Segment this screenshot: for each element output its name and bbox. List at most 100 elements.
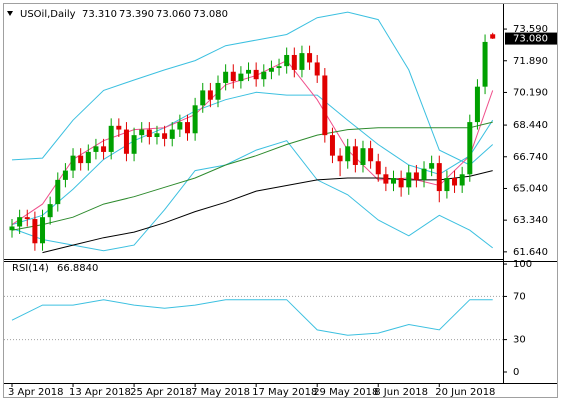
indicator-line [11,11,494,166]
y-tick-label: 70 [513,291,526,302]
indicator-line [11,140,494,252]
candle-body [17,217,23,227]
candle-body [184,122,190,134]
y-tick-label: 100 [513,259,532,270]
header-value: 73.060 [156,9,191,20]
candle-body [238,73,244,82]
candle-body [291,54,297,70]
candle-body [78,155,84,164]
last-price-box [505,32,557,45]
header-value: 73.310 [82,9,117,20]
candle-body [139,129,145,136]
candle-body [276,66,282,69]
candle-body [368,148,374,162]
candle-body [123,129,129,154]
candle-body [93,146,99,152]
candle-body [154,133,160,138]
y-tick-label: 61.640 [513,247,548,258]
candle-body [9,226,15,231]
candle-body [307,53,313,63]
candle-body [207,90,213,100]
candle-body [223,71,229,83]
candle-body [474,86,480,123]
candle-body [436,163,442,192]
candle-body [337,155,343,162]
candle-body [85,151,91,164]
y-tick-label: 66.740 [513,152,548,163]
candle-body [108,125,114,152]
symbol-title: USOil,Daily [20,9,76,20]
candle-body [322,75,328,136]
candle-body [329,135,335,156]
rsi-line [11,299,493,336]
candle-body [406,172,412,188]
y-tick-label: 70.190 [513,87,548,98]
candle-body [482,41,488,87]
indicator-line [42,170,493,254]
candle-body [444,178,450,192]
candle-body [47,204,53,218]
candle-body [230,71,236,82]
candle-body [24,217,30,220]
indicator-line [11,91,494,226]
candle-body [177,122,183,130]
candle-body [299,53,305,70]
x-tick-label: 25 Apr 2018 [130,387,192,398]
candle-body [459,174,465,186]
candle-body [55,179,61,205]
candle-body [429,163,435,169]
header-value: 73.390 [119,9,154,20]
indicator-line [11,121,493,231]
candle-body [131,135,137,154]
y-tick-label: 65.040 [513,183,548,194]
indicator-line [11,59,494,226]
candle-body [40,217,46,244]
candle-body [398,178,404,188]
candle-body [169,129,175,139]
candle-body [490,34,496,39]
last-price-label: 73.080 [513,34,548,45]
window-frame [3,3,558,398]
candle-body [70,155,76,171]
candle-body [268,68,274,72]
candle-body [391,178,396,184]
y-tick-label: 30 [513,335,526,346]
x-tick-label: 29 May 2018 [313,387,378,398]
y-tick-label: 73.590 [513,24,548,35]
candle-body [413,172,419,180]
candle-body [62,170,68,180]
candle-body [467,122,473,175]
candle-body [200,90,206,106]
candle-body [101,146,107,152]
candle-body [192,105,198,134]
candle-body [314,62,320,76]
x-tick-label: 20 Jun 2018 [435,387,495,398]
y-tick-label: 0 [513,367,519,378]
candle-body [345,146,351,162]
x-tick-label: 17 May 2018 [252,387,317,398]
y-tick-label: 68.440 [513,120,548,131]
candle-body [253,69,259,80]
candle-body [215,82,221,100]
candle-body [375,161,381,175]
candle-body [32,219,38,244]
header-value: 73.080 [193,9,228,20]
candle-body [146,129,152,138]
y-tick-label: 71.890 [513,56,548,67]
x-tick-label: 8 Jun 2018 [374,387,428,398]
candle-body [421,168,427,180]
candle-body [162,133,168,139]
rsi-title: RSI(14) [12,263,49,274]
x-tick-label: 13 Apr 2018 [69,387,131,398]
y-tick-label: 63.340 [513,215,548,226]
x-tick-label: 7 May 2018 [191,387,250,398]
candle-body [360,148,366,165]
rsi-current: 66.8840 [57,263,98,274]
menu-arrow[interactable] [7,11,13,16]
candle-body [284,54,290,67]
candle-body [261,71,267,80]
candle-body [246,69,252,74]
candle-body [352,146,358,165]
x-tick-label: 3 Apr 2018 [8,387,63,398]
